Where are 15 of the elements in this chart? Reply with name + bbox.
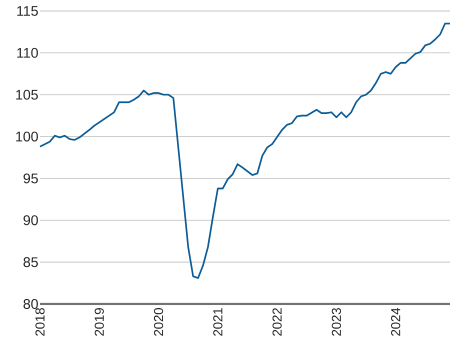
x-tick-label: 2020 (154, 308, 164, 336)
x-tick-label: 2021 (213, 308, 222, 336)
y-tick-label: 80 (24, 299, 38, 309)
x-tick-label: 2024 (391, 308, 400, 336)
y-tick-label: 85 (24, 257, 38, 268)
x-tick-label: 2023 (332, 308, 341, 336)
y-tick-label: 100 (16, 132, 38, 142)
y-tick-label: 95 (24, 173, 38, 184)
y-tick-label: 110 (17, 48, 38, 58)
x-tick-label: 2022 (272, 308, 282, 336)
y-tick-label: 90 (24, 215, 38, 226)
x-tick-label: 2018 (35, 308, 45, 336)
y-tick-label: 115 (17, 6, 38, 16)
x-tick-label: 2019 (94, 308, 104, 336)
y-tick-label: 105 (16, 90, 38, 100)
